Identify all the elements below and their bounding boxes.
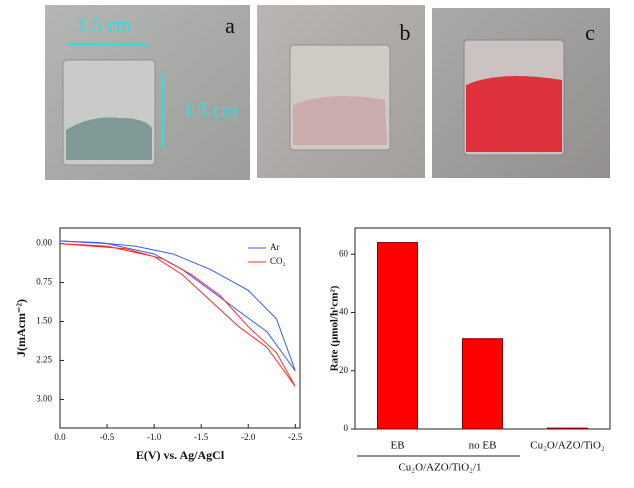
- photo-a: 1.5 cm 1.5 cm a: [45, 5, 250, 180]
- x-axis-label: E(V) vs. Ag/AgCl: [136, 448, 225, 462]
- bar: [462, 338, 503, 430]
- y-tick-label: 0.75: [36, 277, 52, 287]
- panel-label: b: [400, 20, 411, 45]
- x-tick-label: -2.5: [288, 432, 303, 442]
- x-tick-label: -1.5: [194, 432, 209, 442]
- x-tick-label: 0.0: [54, 432, 66, 442]
- photo-b: b: [257, 5, 425, 178]
- y-tick-label: 0.00: [36, 238, 52, 248]
- y-tick-label: 3.00: [36, 393, 52, 403]
- bar: [547, 427, 588, 430]
- x-tick-label: Cu₂O/AZO/TiO₂: [530, 440, 605, 452]
- plot-frame: [59, 227, 301, 429]
- legend-label: Ar: [270, 242, 280, 252]
- legend-label: CO₂: [270, 256, 286, 266]
- panel-label: c: [585, 20, 595, 45]
- y-axis-label: Rate (μmol/h¹cm²): [329, 285, 341, 371]
- y-tick-label: 40: [339, 307, 349, 317]
- scale-label: 1.5 cm: [183, 100, 238, 122]
- panel-label: a: [225, 13, 235, 38]
- y-tick-label: 20: [339, 365, 349, 375]
- scale-label: 1.5 cm: [77, 15, 132, 37]
- line-series: [59, 243, 296, 387]
- x-tick-label: -1.0: [147, 432, 162, 442]
- y-tick-label: 2.25: [36, 355, 52, 365]
- y-tick-label: 1.50: [36, 316, 52, 326]
- x-tick-label: EB: [390, 440, 404, 452]
- bar: [377, 242, 418, 430]
- y-tick-label: 0: [344, 423, 349, 433]
- group-label: Cu₂O/AZO/TiO₂/1: [398, 462, 481, 474]
- x-tick-label: -2.0: [241, 432, 256, 442]
- x-tick-label: no EB: [469, 440, 497, 452]
- y-axis-label: J(mAcm⁻²): [14, 299, 28, 357]
- line-series: [59, 240, 296, 372]
- y-tick-label: 60: [339, 248, 349, 258]
- photo-c: c: [432, 8, 610, 178]
- x-tick-label: -0.5: [100, 432, 115, 442]
